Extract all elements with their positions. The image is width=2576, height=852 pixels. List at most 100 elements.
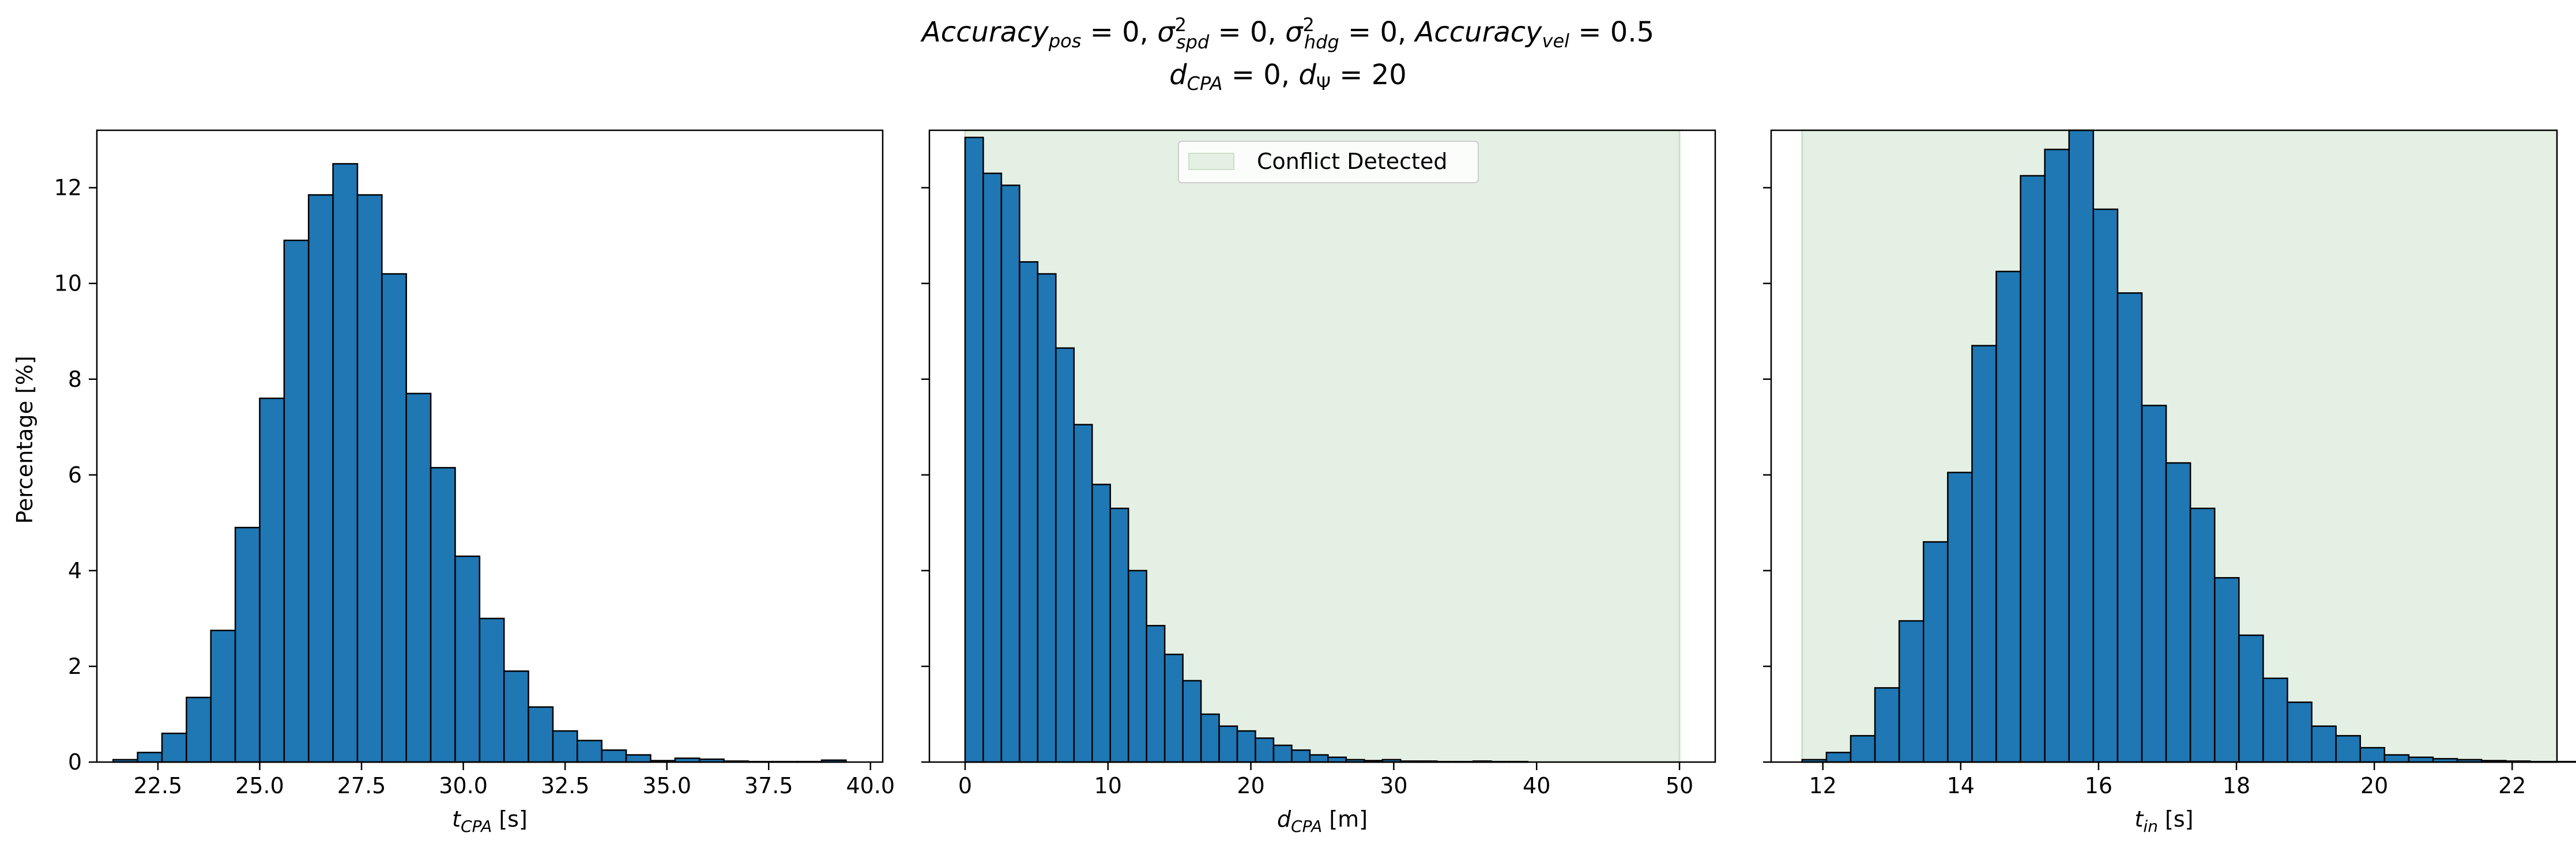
dcpa-bars (964, 137, 1528, 763)
panel-tin: 12 14 16 18 20 22 tin [s] (1763, 129, 2576, 836)
tcpa-y-tick-label: 2 (68, 654, 82, 679)
dcpa-bar (1000, 184, 1020, 763)
tcpa-bar (137, 752, 163, 763)
tcpa-bar (234, 526, 261, 763)
tcpa-bar (210, 629, 236, 763)
dcpa-x-ticks: 0 10 20 30 40 50 (958, 762, 1693, 798)
tin-bar (2068, 129, 2095, 763)
tcpa-bar (430, 467, 456, 763)
figure-title-line-1: Accuracypos = 0, σ2 spd = 0, σ2 hdg = 0, A… (920, 14, 1654, 53)
tin-bar (1825, 752, 1852, 763)
dcpa-x-tick-label: 10 (1094, 773, 1122, 798)
tcpa-bar (356, 194, 383, 763)
tcpa-bar (186, 696, 212, 763)
dcpa-bar (1109, 507, 1129, 763)
tcpa-x-tick-label: 40.0 (846, 773, 895, 798)
dcpa-x-tick-label: 50 (1666, 773, 1693, 798)
tin-bar (1995, 270, 2021, 763)
tcpa-bar (381, 273, 407, 763)
tin-x-tick-label: 14 (1947, 773, 1975, 798)
tcpa-y-tick-label: 12 (54, 175, 82, 201)
dcpa-bar (1182, 680, 1202, 763)
tin-bar (1947, 472, 1973, 763)
dcpa-bar (982, 172, 1003, 763)
tcpa-y-tick-label: 4 (68, 558, 82, 583)
tcpa-x-tick-label: 27.5 (337, 773, 386, 798)
tin-bar (2238, 634, 2264, 763)
dcpa-bar (1200, 713, 1220, 763)
legend: Conflict Detected (1178, 141, 1479, 183)
tcpa-bars (112, 163, 847, 763)
legend-swatch (1188, 153, 1234, 170)
tin-bar (2262, 677, 2288, 763)
tin-bar (2141, 405, 2167, 763)
tcpa-bar (405, 393, 432, 763)
dcpa-bar (1146, 625, 1166, 763)
dcpa-bar (1127, 570, 1147, 763)
figure-title-line-2: dCPA = 0, dΨ = 20 (1169, 59, 1407, 95)
tin-bar (2092, 208, 2119, 763)
y-axis-label: Percentage [%] (12, 356, 37, 524)
dcpa-bar (1218, 725, 1238, 763)
tin-x-ticks: 12 14 16 18 20 22 (1809, 762, 2526, 798)
tcpa-bar (479, 617, 505, 763)
dcpa-x-axis-label: dCPA [m] (1277, 806, 1368, 836)
tin-bar (1874, 687, 1900, 763)
tin-bar (2359, 747, 2386, 763)
tcpa-y-tick-label: 6 (68, 462, 82, 488)
tcpa-y-ticks: 0 2 4 6 8 10 12 (54, 175, 97, 775)
legend-label: Conflict Detected (1257, 149, 1447, 174)
tin-x-tick-label: 12 (1809, 773, 1836, 798)
dcpa-bar (1309, 754, 1329, 763)
dcpa-bar (1291, 749, 1311, 763)
tin-bar (1850, 735, 1876, 763)
dcpa-x-tick-label: 20 (1237, 773, 1264, 798)
tcpa-bar (307, 194, 334, 763)
tcpa-y-tick-label: 10 (54, 271, 82, 296)
tin-bar (2189, 507, 2216, 763)
tcpa-axes-frame (96, 129, 884, 763)
dcpa-x-tick-label: 0 (958, 773, 972, 798)
tin-bar (2335, 735, 2362, 763)
dcpa-bar (1255, 737, 1275, 763)
tcpa-x-tick-label: 35.0 (642, 773, 691, 798)
tcpa-bar (161, 732, 187, 763)
tcpa-x-tick-label: 37.5 (744, 773, 793, 798)
tcpa-y-tick-label: 8 (68, 367, 82, 392)
tcpa-x-ticks: 22.5 25.0 27.5 30.0 32.5 35.0 37.5 40.0 (134, 762, 895, 798)
dcpa-x-tick-label: 40 (1523, 773, 1550, 798)
tcpa-bar (259, 397, 285, 763)
figure-title: Accuracypos = 0, σ2 spd = 0, σ2 hdg = 0, A… (920, 14, 1654, 95)
tin-bar (2311, 725, 2337, 763)
tcpa-bar (332, 163, 359, 763)
dcpa-axes-frame (928, 129, 1716, 763)
tin-bar (2044, 148, 2070, 763)
dcpa-bar (964, 137, 984, 763)
tin-bar (1898, 620, 1925, 763)
tcpa-x-tick-label: 30.0 (439, 773, 488, 798)
tcpa-bar (283, 239, 310, 763)
dcpa-x-tick-label: 30 (1380, 773, 1407, 798)
panel-dcpa: 0 10 20 30 40 50 dCPA [m] Conflict Detected (921, 129, 1716, 836)
dcpa-bar (1163, 653, 1184, 763)
tcpa-x-axis-label: tCPA [s] (452, 806, 528, 836)
dcpa-bar (1091, 484, 1111, 763)
tin-x-tick-label: 16 (2085, 773, 2112, 798)
tin-bar (2383, 754, 2410, 763)
tcpa-bar (503, 670, 529, 763)
tin-bar (2287, 701, 2313, 763)
dcpa-bar (1019, 261, 1039, 763)
tin-y-ticks (1763, 187, 1771, 763)
dcpa-bar (1037, 273, 1057, 763)
tcpa-bar (454, 555, 481, 763)
tin-bar (1971, 345, 1997, 763)
tcpa-bar (625, 754, 651, 763)
tcpa-y-tick-label: 0 (68, 749, 82, 775)
tin-axes-frame (1770, 129, 2558, 763)
tcpa-bar (577, 740, 602, 763)
dcpa-bar (1073, 424, 1093, 763)
dcpa-bar (1272, 744, 1293, 763)
tcpa-bar (552, 730, 578, 763)
tin-bar (2165, 462, 2191, 763)
